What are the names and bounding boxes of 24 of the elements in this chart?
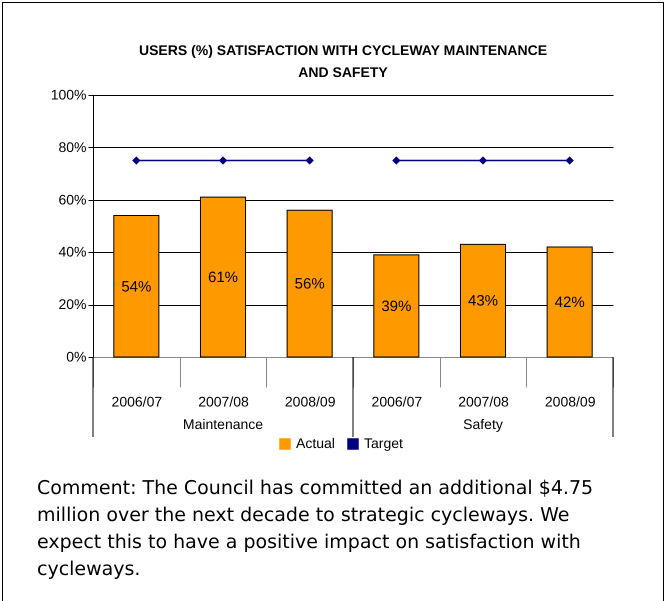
x-tick-label: 2007/08 <box>198 394 250 410</box>
x-tick-label: 2008/09 <box>284 394 336 410</box>
y-tick-label: 60% <box>58 191 86 208</box>
y-tick-label: 20% <box>58 296 86 312</box>
legend-label: Target <box>364 435 404 451</box>
data-label: 54% <box>121 278 152 296</box>
data-label: 39% <box>381 298 412 315</box>
y-tick-label: 100% <box>50 86 86 102</box>
y-tick-label: 40% <box>58 244 86 260</box>
y-tick-label: 80% <box>58 138 86 155</box>
x-tick-label: 2006/07 <box>112 394 162 410</box>
data-label: 42% <box>554 294 585 311</box>
chart-title: USERS (%) SATISFACTION WITH CYCLEWAY MAINTENANCE AND SAFETY <box>138 41 548 82</box>
legend-label: Actual <box>296 435 335 451</box>
data-label: 43% <box>468 292 498 310</box>
data-label: 56% <box>294 276 325 293</box>
y-tick-label: 0% <box>66 348 86 364</box>
x-tick-label: 2007/08 <box>458 394 510 410</box>
text: Maintenance <box>182 416 264 432</box>
text: Safety <box>463 416 503 432</box>
x-tick-label: 2008/09 <box>544 394 596 410</box>
x-tick-label: 2006/07 <box>372 394 422 410</box>
data-label: 61% <box>208 269 238 286</box>
text: Comment: The Council has committed an additional $4.75 million over the next decade to strategic cycleways. We expect this to have a positive impact on satisfaction with cycleways. <box>37 476 594 582</box>
